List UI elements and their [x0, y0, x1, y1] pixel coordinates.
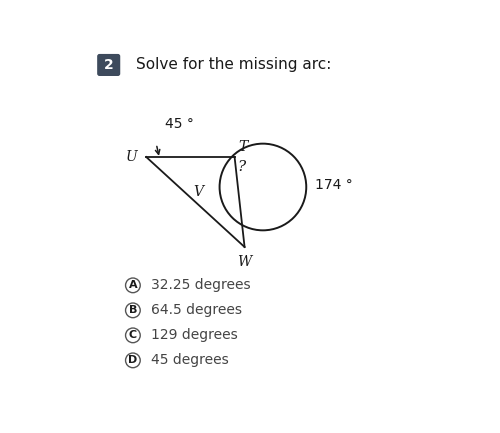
Text: A: A: [128, 280, 137, 291]
Text: ?: ?: [237, 160, 246, 174]
FancyBboxPatch shape: [98, 55, 120, 75]
Text: T: T: [238, 140, 247, 154]
Text: D: D: [128, 355, 138, 365]
Text: C: C: [129, 330, 137, 340]
Text: 32.25 degrees: 32.25 degrees: [151, 278, 251, 292]
Text: 45 °: 45 °: [165, 116, 194, 131]
Text: 129 degrees: 129 degrees: [151, 328, 238, 343]
Text: 64.5 degrees: 64.5 degrees: [151, 304, 242, 317]
Text: V: V: [193, 185, 203, 199]
Text: B: B: [128, 305, 137, 315]
Text: Solve for the missing arc:: Solve for the missing arc:: [136, 58, 332, 72]
Text: 2: 2: [104, 58, 114, 72]
Text: W: W: [238, 255, 252, 269]
Text: 45 degrees: 45 degrees: [151, 353, 229, 367]
Text: 174 °: 174 °: [314, 178, 352, 192]
Text: U: U: [126, 150, 138, 164]
